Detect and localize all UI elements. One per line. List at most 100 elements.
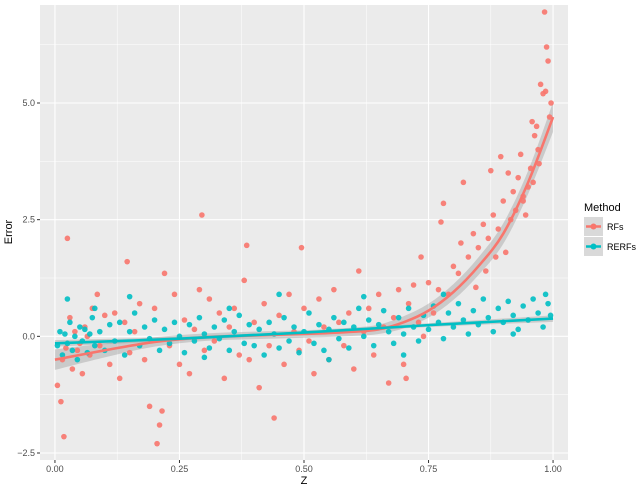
point-rfs — [420, 333, 427, 340]
point-rerfs — [246, 321, 253, 328]
point-rfs — [186, 370, 193, 377]
point-rerfs — [505, 298, 512, 305]
point-rfs — [298, 244, 305, 251]
point-rfs — [430, 310, 437, 316]
point-rfs — [94, 291, 101, 298]
point-rerfs — [87, 331, 93, 337]
point-rerfs — [326, 356, 332, 363]
point-rfs — [131, 328, 138, 335]
point-rerfs — [281, 314, 287, 321]
point-rerfs — [321, 347, 327, 354]
point-rerfs — [490, 328, 497, 335]
point-rfs — [480, 221, 487, 228]
x-axis-ticks: 0.00 0.25 0.50 0.75 1.00 — [46, 460, 562, 474]
point-rfs — [470, 230, 477, 237]
point-rerfs — [226, 305, 233, 312]
point-rerfs — [365, 317, 372, 323]
point-rfs — [495, 226, 502, 232]
point-rfs — [321, 324, 327, 330]
point-rfs — [181, 317, 188, 323]
point-rfs — [191, 326, 198, 333]
point-rfs — [537, 81, 544, 88]
point-rfs — [67, 314, 73, 321]
point-rerfs — [126, 293, 133, 300]
point-rfs — [485, 235, 492, 242]
point-rerfs — [131, 310, 138, 316]
point-rerfs — [296, 349, 302, 356]
point-rerfs — [69, 347, 76, 354]
point-rfs — [243, 242, 250, 249]
point-rerfs — [156, 347, 163, 354]
point-rfs — [156, 422, 163, 428]
point-rfs — [306, 338, 312, 344]
point-rerfs — [470, 307, 477, 314]
point-rerfs — [276, 345, 282, 351]
point-rfs — [236, 352, 243, 358]
legend-entry-rerfs: RERFs — [584, 237, 636, 256]
point-rfs — [61, 433, 67, 440]
x-tick-label: 0.00 — [46, 464, 64, 474]
point-rfs — [124, 258, 130, 265]
point-rfs — [460, 179, 467, 186]
point-rfs — [502, 249, 509, 256]
point-rfs — [64, 235, 71, 242]
point-rerfs — [360, 293, 367, 300]
point-rfs — [370, 352, 377, 358]
point-rfs — [116, 375, 123, 382]
point-rfs — [336, 319, 342, 326]
point-rfs — [542, 88, 549, 95]
x-tick-label: 0.25 — [171, 464, 189, 474]
point-rfs — [79, 370, 86, 377]
point-rerfs — [206, 345, 213, 351]
point-rerfs — [121, 352, 128, 358]
point-rfs — [251, 319, 257, 326]
point-rfs — [151, 305, 158, 312]
point-rerfs — [91, 342, 98, 349]
point-rfs — [226, 324, 233, 330]
point-rerfs — [510, 331, 517, 337]
point-rfs — [206, 296, 213, 302]
trend-line-rerfs — [54, 317, 554, 345]
point-rerfs — [201, 354, 208, 361]
point-rfs — [390, 314, 397, 321]
point-rfs — [435, 286, 442, 293]
y-tick-label: 2.5 — [22, 215, 35, 225]
point-rerfs — [77, 324, 83, 330]
point-rerfs — [251, 342, 257, 349]
point-rfs — [159, 408, 165, 414]
point-rerfs — [375, 321, 382, 328]
legend-label-rerfs: RERFs — [607, 242, 636, 252]
point-rerfs — [306, 310, 312, 316]
data-points — [54, 9, 554, 447]
point-rfs — [211, 338, 218, 344]
point-rerfs — [166, 340, 173, 347]
point-rerfs — [126, 328, 133, 335]
point-rerfs — [201, 331, 208, 337]
point-rerfs — [530, 296, 536, 302]
point-rfs — [465, 254, 472, 260]
point-rerfs — [236, 312, 243, 319]
point-rfs — [271, 415, 277, 421]
point-rerfs — [450, 324, 457, 330]
point-rfs — [176, 361, 183, 368]
point-rfs — [541, 9, 548, 15]
point-rfs — [196, 286, 203, 293]
point-rfs — [517, 151, 524, 158]
point-rfs — [216, 310, 223, 316]
point-rerfs — [360, 333, 367, 340]
point-rerfs — [261, 352, 267, 358]
point-rfs — [522, 212, 529, 218]
point-rerfs — [286, 338, 292, 344]
point-rfs — [171, 291, 178, 298]
point-rfs — [483, 268, 489, 274]
point-rerfs — [460, 317, 467, 323]
point-rfs — [385, 380, 392, 386]
point-rerfs — [346, 345, 352, 351]
point-rfs — [458, 240, 464, 246]
point-rfs — [341, 342, 347, 349]
x-axis-title: Z — [301, 475, 308, 487]
point-rerfs — [82, 326, 88, 333]
point-rerfs — [390, 340, 397, 347]
point-rfs — [505, 170, 512, 176]
